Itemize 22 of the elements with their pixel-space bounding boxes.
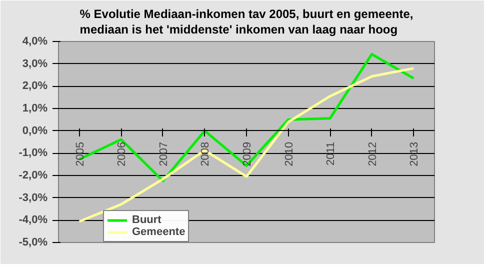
x-tick-label: 2009	[242, 142, 254, 166]
y-tick-label: 0,0%	[22, 124, 48, 137]
y-tick-label: 4,0%	[22, 36, 48, 48]
y-tick-label: 1,0%	[22, 102, 48, 114]
x-tick-label: 2006	[116, 142, 128, 166]
y-tick-label: 3,0%	[22, 58, 48, 70]
x-tick-label: 2005	[74, 142, 86, 166]
y-tick-label: -1,0%	[18, 147, 48, 160]
x-tick-label: 2012	[366, 142, 379, 166]
y-tick-label: -3,0%	[18, 192, 48, 204]
legend-label: Gemeente	[132, 226, 186, 238]
x-tick-label: 2008	[200, 142, 212, 166]
x-tick-label: 2010	[283, 142, 296, 166]
chart-title: % Evolutie Mediaan-inkomen tav 2005, buurt en gemeente, mediaan is het 'middenste' inkomen van laag naar hoog	[80, 7, 414, 36]
y-tick-label: -2,0%	[18, 170, 48, 182]
x-tick-label: 2011	[325, 142, 338, 166]
y-tick-label: 2,0%	[22, 80, 48, 92]
y-tick-label: -4,0%	[18, 214, 48, 226]
legend-label: Buurt	[132, 214, 162, 226]
x-tick-label: 2007	[158, 142, 170, 166]
x-tick-label: 2013	[408, 142, 421, 166]
y-tick-label: -5,0%	[18, 236, 48, 248]
